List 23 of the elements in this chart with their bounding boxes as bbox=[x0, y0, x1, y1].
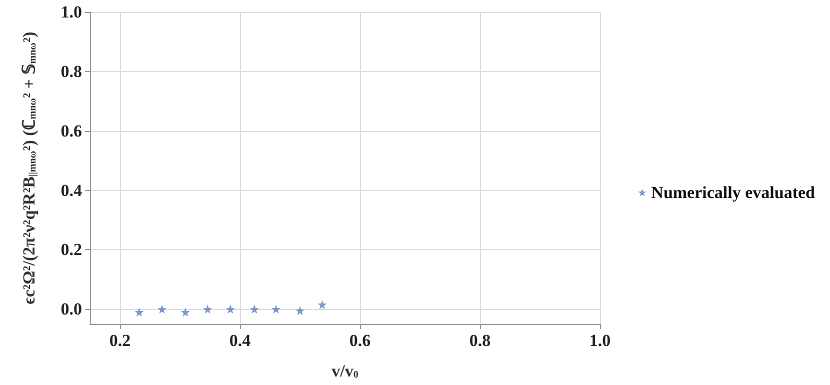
x-tick-label: 0.6 bbox=[349, 331, 371, 350]
legend-label: Numerically evaluated bbox=[651, 183, 816, 202]
point bbox=[296, 306, 304, 316]
x-tick-label: 0.4 bbox=[229, 331, 252, 350]
x-tick-label: 0.2 bbox=[109, 331, 131, 350]
point bbox=[158, 304, 166, 314]
x-tick-label: 0.8 bbox=[469, 331, 491, 350]
x-tick-label: 1.0 bbox=[589, 331, 611, 350]
y-tick-label: 0.0 bbox=[60, 300, 82, 319]
point bbox=[134, 308, 144, 317]
point bbox=[226, 304, 235, 314]
point bbox=[272, 304, 280, 314]
point bbox=[250, 304, 259, 314]
point bbox=[318, 300, 327, 310]
y-tick-label: 0.6 bbox=[60, 121, 82, 140]
y-tick-label: 0.2 bbox=[60, 240, 82, 260]
y-tick-label: 1.0 bbox=[60, 2, 82, 22]
y-tick-label: 0.4 bbox=[60, 180, 82, 200]
y-axis-title: ϵc²Ω²/(2π²ν²q²R²B||mnω²) (ℂmnω² + 𝕊mnω²) bbox=[20, 32, 38, 304]
y-tick-label: 0.8 bbox=[60, 62, 82, 81]
x-axis-title: v/v0 bbox=[332, 362, 358, 380]
point bbox=[180, 308, 190, 317]
point bbox=[203, 304, 212, 314]
